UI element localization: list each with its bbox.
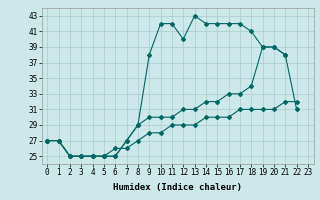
X-axis label: Humidex (Indice chaleur): Humidex (Indice chaleur) [113, 183, 242, 192]
